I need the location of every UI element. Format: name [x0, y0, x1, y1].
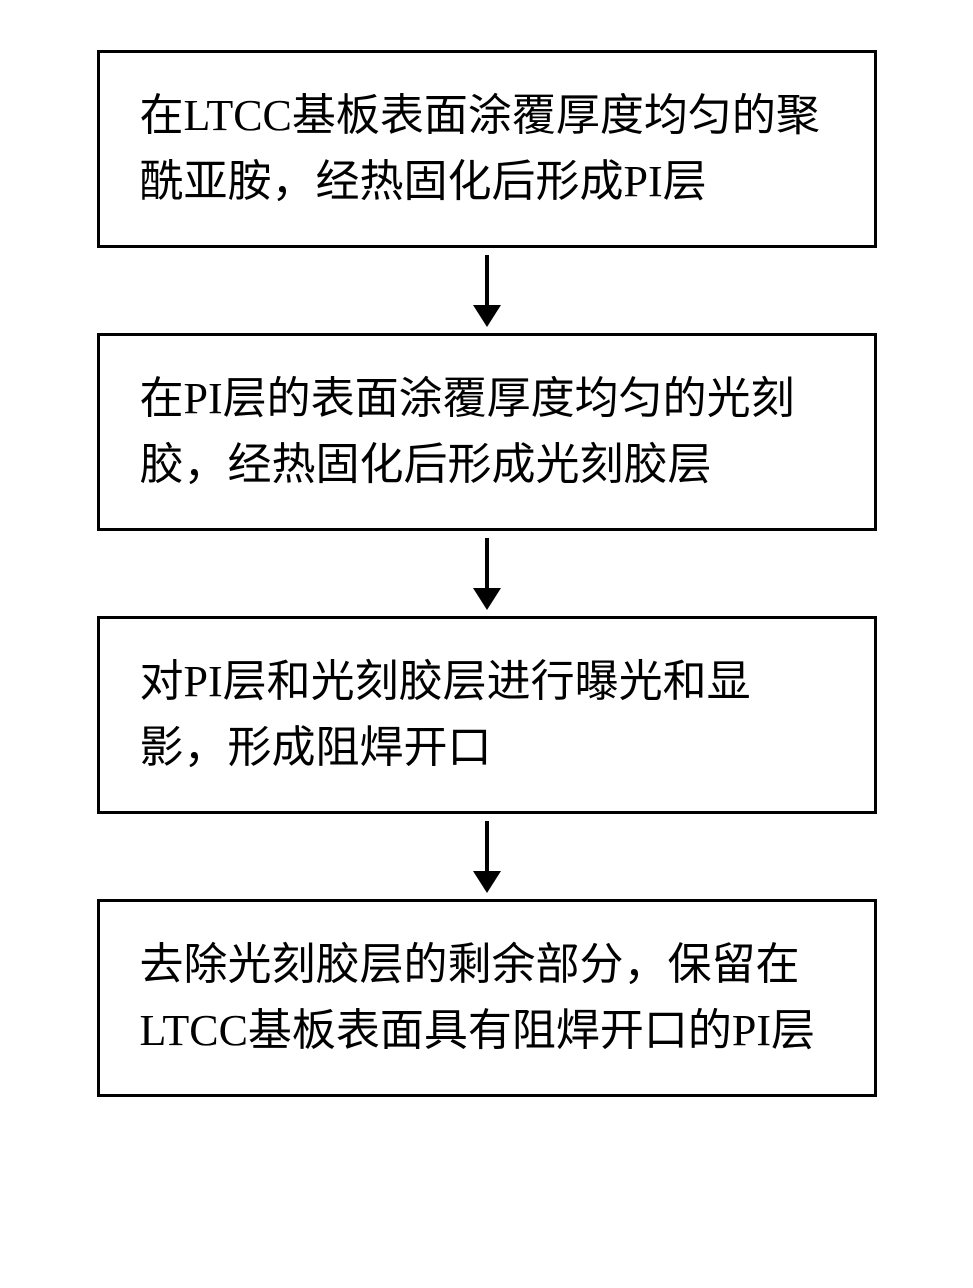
arrow-line [485, 538, 489, 588]
arrow-1 [473, 248, 501, 333]
step-1-text: 在LTCC基板表面涂覆厚度均匀的聚酰亚胺，经热固化后形成PI层 [140, 83, 834, 215]
flowchart-step-4: 去除光刻胶层的剩余部分，保留在LTCC基板表面具有阻焊开口的PI层 [97, 899, 877, 1097]
flowchart-step-3: 对PI层和光刻胶层进行曝光和显影，形成阻焊开口 [97, 616, 877, 814]
arrow-head-icon [473, 588, 501, 610]
arrow-2 [473, 531, 501, 616]
step-4-text: 去除光刻胶层的剩余部分，保留在LTCC基板表面具有阻焊开口的PI层 [140, 932, 834, 1064]
arrow-head-icon [473, 305, 501, 327]
step-3-text: 对PI层和光刻胶层进行曝光和显影，形成阻焊开口 [140, 649, 834, 781]
step-2-text: 在PI层的表面涂覆厚度均匀的光刻胶，经热固化后形成光刻胶层 [140, 366, 834, 498]
flowchart-container: 在LTCC基板表面涂覆厚度均匀的聚酰亚胺，经热固化后形成PI层 在PI层的表面涂… [0, 50, 973, 1097]
flowchart-step-2: 在PI层的表面涂覆厚度均匀的光刻胶，经热固化后形成光刻胶层 [97, 333, 877, 531]
arrow-3 [473, 814, 501, 899]
arrow-line [485, 255, 489, 305]
arrow-head-icon [473, 871, 501, 893]
arrow-line [485, 821, 489, 871]
flowchart-step-1: 在LTCC基板表面涂覆厚度均匀的聚酰亚胺，经热固化后形成PI层 [97, 50, 877, 248]
